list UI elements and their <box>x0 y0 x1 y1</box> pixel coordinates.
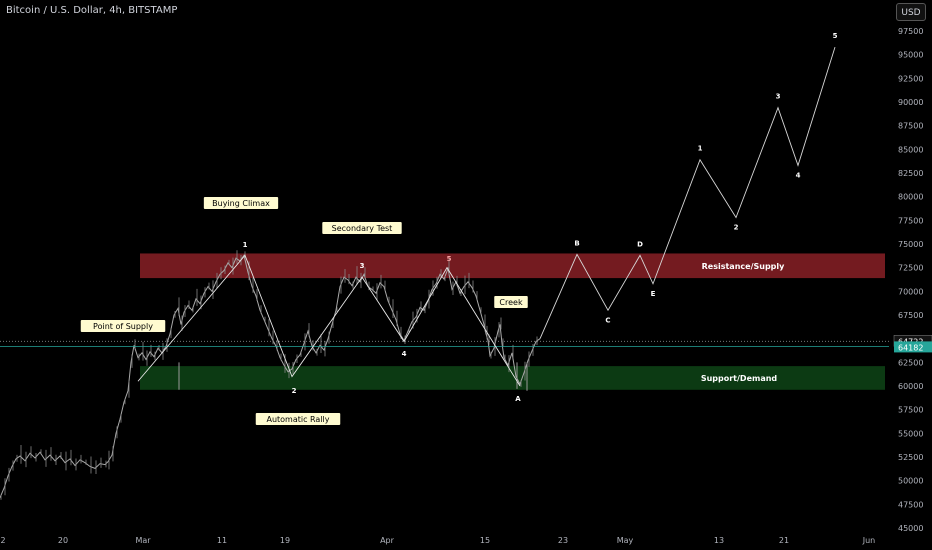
y-tick-label: 82500 <box>898 169 923 178</box>
chart-title: Bitcoin / U.S. Dollar, 4h, BITSTAMP <box>6 5 178 16</box>
x-tick-label: 19 <box>280 536 290 545</box>
projection-label-1: 1 <box>698 145 703 153</box>
y-tick-label: 70000 <box>898 287 923 296</box>
annotation-text: Buying Climax <box>212 199 270 208</box>
y-tick-label: 62500 <box>898 358 923 367</box>
y-tick-label: 60000 <box>898 382 923 391</box>
projection-label-E: E <box>651 290 656 298</box>
projection-label-B: B <box>574 239 579 247</box>
y-tick-label: 92500 <box>898 74 923 83</box>
x-tick-label: 21 <box>779 536 789 545</box>
y-tick-label: 77500 <box>898 216 923 225</box>
x-tick-label: 15 <box>480 536 490 545</box>
y-tick-label: 52500 <box>898 453 923 462</box>
x-tick-label: May <box>617 536 634 545</box>
wave-label-2: 2 <box>292 387 297 395</box>
y-tick-label: 97500 <box>898 27 923 36</box>
projection-path <box>539 46 836 339</box>
projection-label-2: 2 <box>734 223 739 231</box>
x-tick-label: Mar <box>135 536 151 545</box>
last-price-tag: 64182 <box>894 341 932 353</box>
annotation-box <box>255 413 341 425</box>
y-tick-label: 67500 <box>898 311 923 320</box>
projection-label-3: 3 <box>776 93 781 101</box>
annotation-box <box>80 320 166 332</box>
wave-label-A: A <box>515 395 521 403</box>
price-series-line <box>0 254 541 498</box>
y-tick-label: 45000 <box>898 524 923 533</box>
y-tick-label: 75000 <box>898 240 923 249</box>
annotation-automatic-rally: Automatic Rally <box>255 413 341 425</box>
wave-label-5: 5 <box>447 255 452 263</box>
support-zone <box>140 366 885 390</box>
projection-label-D: D <box>637 240 643 248</box>
wave-label-4: 4 <box>402 350 407 358</box>
annotation-creek: Creek <box>494 296 528 308</box>
y-tick-label: 57500 <box>898 406 923 415</box>
x-tick-label: 2 <box>0 536 5 545</box>
projection-label-C: C <box>605 316 610 324</box>
annotation-box <box>322 222 402 234</box>
y-tick-label: 87500 <box>898 122 923 131</box>
projection-label-4: 4 <box>796 171 801 179</box>
annotation-secondary-test: Secondary Test <box>322 222 402 234</box>
y-tick-label: 80000 <box>898 193 923 202</box>
last-price-label: 64182 <box>898 343 923 352</box>
x-tick-label: 20 <box>58 536 68 545</box>
y-tick-label: 90000 <box>898 98 923 107</box>
wave-label-1: 1 <box>243 241 248 249</box>
resistance-zone <box>140 253 885 279</box>
y-tick-label: 50000 <box>898 477 923 486</box>
annotation-box <box>203 197 279 209</box>
last-price-tag-bg <box>894 341 932 353</box>
annotation-text: Creek <box>499 298 523 307</box>
x-tick-label: 13 <box>714 536 724 545</box>
y-tick-label: 47500 <box>898 500 923 509</box>
y-tick-label: 95000 <box>898 51 923 60</box>
y-tick-label: 72500 <box>898 264 923 273</box>
annotation-text: Secondary Test <box>332 224 393 233</box>
currency-button[interactable]: USD <box>896 3 926 21</box>
y-tick-label: 55000 <box>898 429 923 438</box>
projection-label-5: 5 <box>833 32 838 40</box>
annotation-text: Automatic Rally <box>266 415 329 424</box>
x-tick-label: Jun <box>862 536 876 545</box>
annotation-text: Point of Supply <box>93 322 153 331</box>
resistance-zone-label: Resistance/Supply <box>702 262 786 271</box>
x-tick-label: 23 <box>558 536 568 545</box>
x-tick-label: Apr <box>380 536 395 545</box>
y-tick-label: 85000 <box>898 145 923 154</box>
support-zone-label: Support/Demand <box>701 374 778 383</box>
annotation-box <box>494 296 528 308</box>
x-tick-label: 11 <box>217 536 227 545</box>
wyckoff-swing-line <box>137 254 521 387</box>
annotation-point-of-supply: Point of Supply <box>80 320 166 332</box>
annotation-buying-climax: Buying Climax <box>203 197 279 209</box>
wave-label-3: 3 <box>360 262 365 270</box>
